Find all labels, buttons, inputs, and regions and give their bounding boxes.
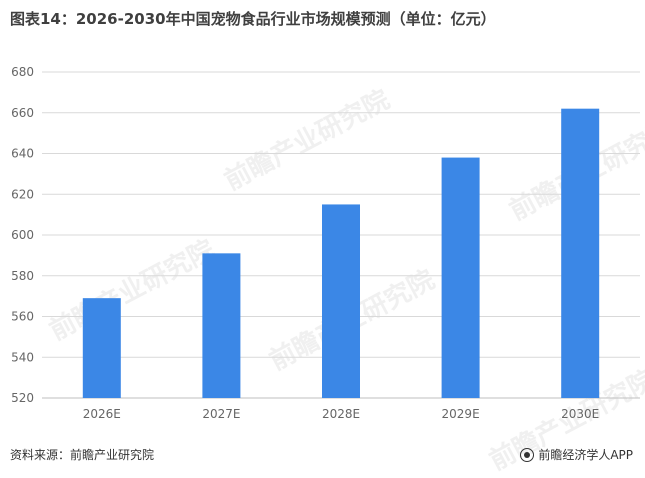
y-tick-label: 540 [11, 350, 34, 364]
publisher-credit: 前瞻经济学人APP [520, 446, 633, 463]
x-tick-label: 2030E [561, 407, 599, 421]
publisher-name: 前瞻经济学人APP [538, 448, 633, 462]
x-tick-label: 2028E [322, 407, 360, 421]
y-tick-label: 520 [11, 391, 34, 405]
y-tick-label: 560 [11, 310, 34, 324]
y-tick-label: 660 [11, 106, 34, 120]
bar-2028E [322, 204, 360, 398]
bar-2027E [202, 253, 241, 398]
x-tick-label: 2026E [83, 407, 121, 421]
publisher-logo-icon [520, 447, 535, 462]
x-tick-label: 2029E [442, 407, 480, 421]
chart-canvas: 520 540 560 580 600 620 640 660 680 2026E 2027E 202… [11, 65, 640, 421]
source-note: 资料来源：前瞻产业研究院 [10, 448, 155, 462]
bar-2030E [561, 108, 600, 399]
bar-2029E [441, 157, 480, 398]
y-tick-label: 620 [11, 187, 34, 201]
y-tick-label: 580 [11, 269, 34, 283]
y-tick-label: 640 [11, 147, 34, 161]
x-tick-label: 2027E [202, 407, 240, 421]
y-tick-label: 600 [11, 228, 34, 242]
bar-chart: 520 540 560 580 600 620 640 660 680 2026E 2027E 202… [0, 40, 645, 442]
chart-title: 图表14：2026-2030年中国宠物食品行业市场规模预测（单位：亿元） [10, 10, 496, 28]
y-tick-label: 680 [11, 65, 34, 79]
bar-2026E [82, 298, 121, 398]
